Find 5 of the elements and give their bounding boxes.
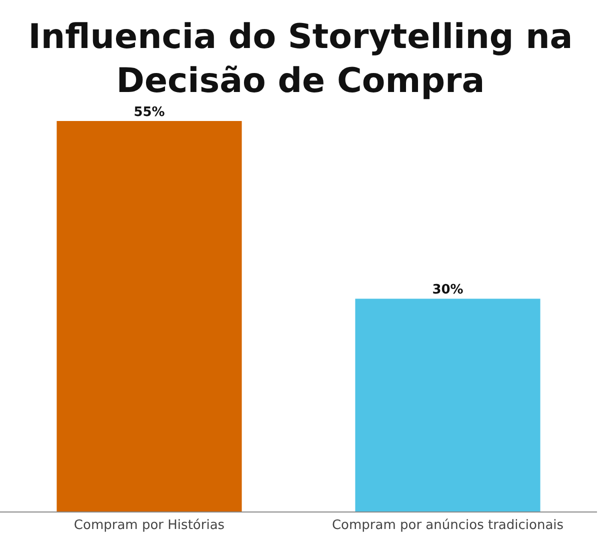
data-label: 55% — [134, 105, 165, 120]
data-label: 30% — [432, 282, 464, 298]
x-tick-label: Compram por Histórias — [74, 518, 225, 533]
chart-title: Influencia do Storytelling na Decisão de Compra — [28, 17, 573, 101]
x-tick-label: Compram por anúncios tradicionais — [332, 518, 564, 533]
